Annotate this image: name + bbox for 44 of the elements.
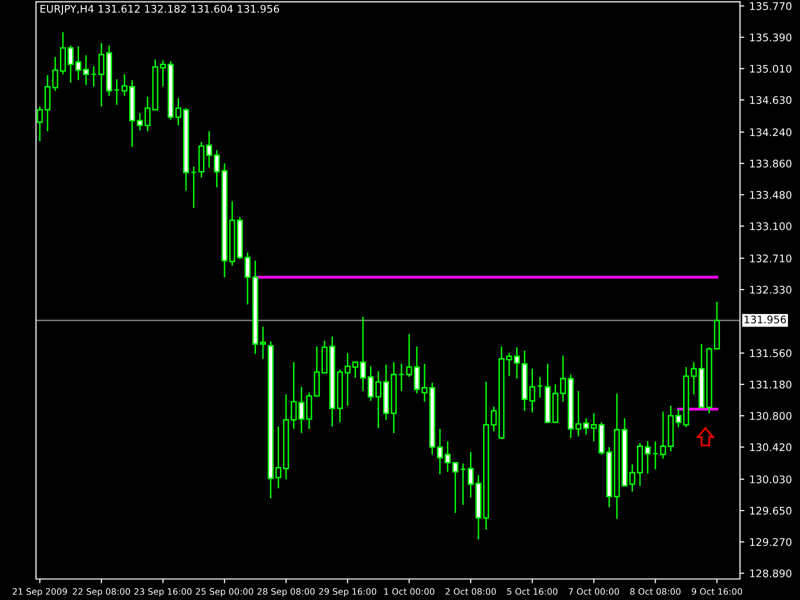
y-tick-label: 134.630 — [750, 96, 792, 104]
y-tick-label: 132.710 — [750, 254, 792, 262]
candlestick — [536, 376, 543, 398]
y-tick-label: 134.240 — [750, 128, 792, 136]
y-tick-label: 133.480 — [750, 190, 792, 199]
ref-line-label: 131.956 — [744, 316, 786, 324]
candlestick — [114, 78, 120, 106]
candlestick — [660, 410, 666, 460]
x-tick-label: 25 Sep 00:00 — [196, 588, 254, 596]
candlestick — [652, 440, 658, 470]
y-tick-label: 135.390 — [750, 33, 792, 42]
y-tick-label: 132.330 — [750, 286, 792, 294]
y-tick-label: 133.860 — [750, 160, 792, 168]
x-tick-label: 21 Sep 2009 — [12, 588, 67, 596]
x-tick-label: 7 Oct 00:00 — [568, 588, 619, 595]
y-tick-label: 131.560 — [750, 349, 792, 358]
candlestick — [398, 363, 404, 392]
candlestick — [529, 368, 536, 414]
x-tick-label: 2 Oct 08:00 — [446, 588, 496, 595]
y-tick-label: 130.420 — [750, 443, 792, 452]
candlestick — [468, 451, 474, 498]
y-tick-label: 128.890 — [750, 569, 792, 578]
y-tick-label: 130.800 — [750, 412, 792, 420]
candlestick — [190, 166, 197, 209]
y-tick-label: 135.770 — [750, 2, 792, 10]
x-tick-label: 1 Oct 00:00 — [384, 588, 434, 595]
x-tick-label: 8 Oct 08:00 — [630, 588, 681, 595]
y-tick-label: 130.030 — [750, 475, 792, 484]
y-tick-label: 129.650 — [750, 506, 792, 515]
y-tick-label: 131.180 — [750, 380, 792, 389]
x-tick-label: 28 Sep 08:00 — [257, 588, 315, 596]
candlestick — [406, 333, 412, 378]
y-tick-label: 135.010 — [750, 64, 792, 73]
candlestick — [452, 462, 458, 514]
candlestick — [460, 462, 466, 506]
x-tick-label: 9 Oct 16:00 — [692, 588, 742, 595]
x-tick-label: 22 Sep 08:00 — [72, 588, 130, 596]
x-tick-label: 29 Sep 16:00 — [319, 588, 376, 596]
x-tick-label: 23 Sep 16:00 — [134, 588, 192, 596]
x-tick-label: 5 Oct 16:00 — [507, 588, 558, 595]
y-tick-label: 129.270 — [750, 538, 792, 546]
chart-title: EURJPY,H4 131.612 132.182 131.604 131.956 — [40, 4, 280, 15]
y-tick-label: 133.100 — [750, 222, 792, 230]
candlestick — [90, 65, 97, 88]
